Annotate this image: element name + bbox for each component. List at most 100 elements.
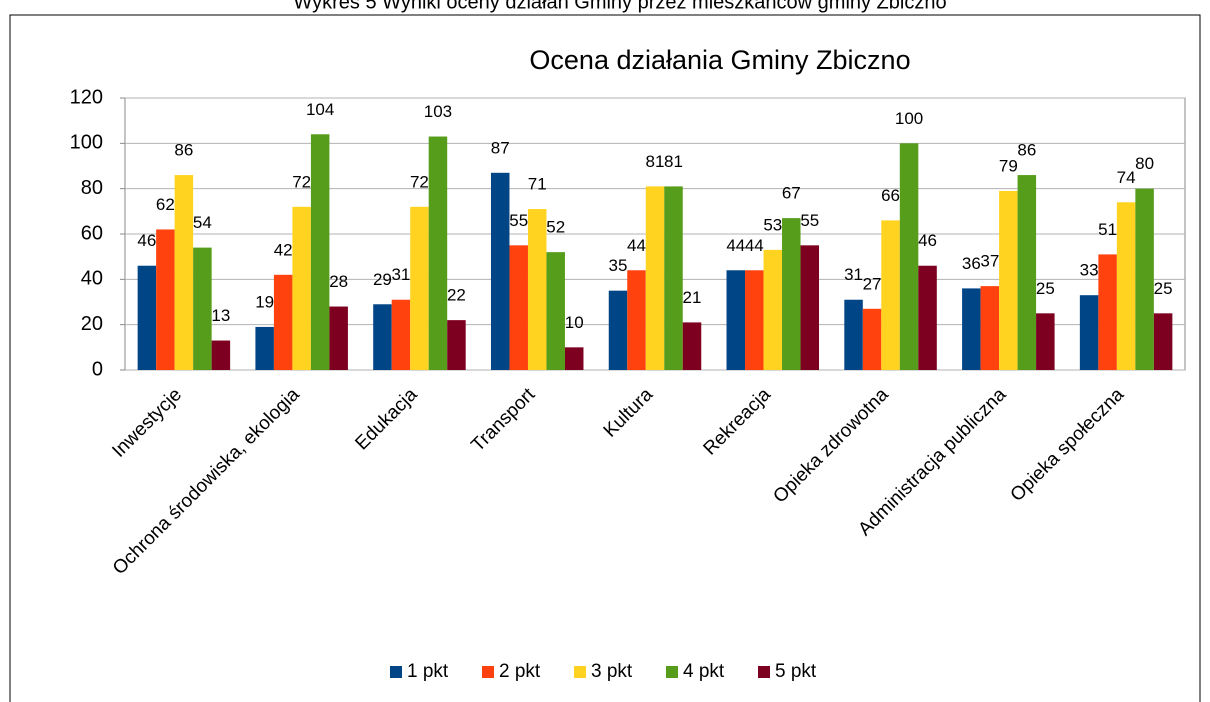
- bar: [447, 320, 466, 370]
- bar: [726, 270, 746, 370]
- data-label: 103: [424, 102, 452, 121]
- data-label: 67: [782, 184, 801, 203]
- bar: [800, 245, 820, 370]
- bar: [391, 299, 411, 370]
- bar: [137, 265, 157, 370]
- bar: [664, 186, 683, 370]
- y-tick-label: 0: [92, 358, 103, 380]
- data-label: 21: [683, 288, 702, 307]
- bar: [881, 220, 900, 370]
- bar: [682, 322, 702, 370]
- data-label: 54: [193, 213, 212, 232]
- data-label: 28: [329, 272, 348, 291]
- bar: [373, 304, 392, 370]
- data-label: 36: [962, 254, 981, 273]
- bar: [918, 265, 937, 370]
- data-label: 31: [391, 265, 410, 284]
- data-label: 27: [863, 274, 882, 293]
- data-label: 53: [763, 215, 782, 234]
- bar: [193, 247, 212, 370]
- data-label: 66: [881, 186, 900, 205]
- data-label: 72: [410, 172, 429, 191]
- bar: [273, 274, 293, 370]
- bar: [546, 252, 565, 370]
- legend-label: 5 pkt: [775, 661, 817, 682]
- legend-label: 3 pkt: [591, 661, 633, 682]
- y-tick-label: 120: [70, 86, 103, 108]
- legend-swatch: [666, 666, 678, 678]
- bar: [564, 347, 584, 370]
- y-tick-label: 100: [70, 132, 103, 154]
- data-label: 46: [918, 231, 937, 250]
- bar: [410, 206, 429, 370]
- bar: [782, 218, 801, 370]
- chart-title: Ocena działania Gminy Zbiczno: [529, 45, 910, 75]
- bar: [763, 249, 783, 370]
- bar: [509, 245, 528, 370]
- data-label: 44: [726, 236, 745, 255]
- data-label: 25: [1154, 279, 1173, 298]
- data-label: 86: [174, 141, 193, 160]
- bar: [608, 290, 628, 370]
- data-label: 37: [980, 252, 999, 271]
- bar: [999, 190, 1018, 370]
- data-label: 80: [1135, 154, 1154, 173]
- data-label: 29: [373, 270, 392, 289]
- bar: [862, 308, 882, 370]
- data-label: 44: [745, 236, 764, 255]
- legend-swatch: [390, 666, 402, 678]
- data-label: 104: [306, 100, 334, 119]
- y-tick-label: 40: [81, 268, 103, 290]
- bar: [1017, 175, 1037, 370]
- bar: [1135, 188, 1154, 370]
- legend-swatch: [574, 666, 586, 678]
- data-label: 55: [509, 211, 528, 230]
- bar: [255, 326, 274, 370]
- bar: [428, 136, 448, 370]
- data-label: 81: [664, 152, 683, 171]
- legend-label: 1 pkt: [407, 661, 449, 682]
- caption: Wykres 5 Wyniki oceny działań Gminy prze…: [293, 0, 946, 13]
- data-label: 44: [627, 236, 646, 255]
- y-tick-label: 20: [81, 313, 103, 335]
- bar: [1116, 202, 1136, 370]
- legend-swatch: [482, 666, 494, 678]
- data-label: 33: [1080, 261, 1099, 280]
- legend-label: 4 pkt: [683, 661, 725, 682]
- data-label: 19: [255, 292, 274, 311]
- bar: [174, 175, 194, 370]
- bar: [1079, 295, 1099, 370]
- data-label: 42: [274, 240, 293, 259]
- bar: [156, 229, 175, 370]
- bar: [292, 206, 311, 370]
- bar: [745, 270, 764, 370]
- y-tick-label: 80: [81, 177, 103, 199]
- data-label: 31: [844, 265, 863, 284]
- data-label: 74: [1117, 168, 1136, 187]
- data-label: 51: [1098, 220, 1117, 239]
- y-tick-label: 60: [81, 222, 103, 244]
- data-label: 25: [1036, 279, 1055, 298]
- bar: [310, 134, 330, 370]
- bar: [329, 306, 348, 370]
- bar: [1153, 313, 1173, 370]
- bar: [899, 143, 919, 370]
- data-label: 55: [800, 211, 819, 230]
- legend-swatch: [758, 666, 770, 678]
- bar: [962, 288, 981, 370]
- bar: [844, 299, 863, 370]
- data-label: 13: [211, 306, 230, 325]
- data-label: 87: [491, 138, 510, 157]
- bar: [980, 286, 1000, 370]
- bar: [645, 186, 665, 370]
- data-label: 81: [646, 152, 665, 171]
- data-label: 100: [895, 109, 923, 128]
- data-label: 79: [999, 156, 1018, 175]
- bar: [211, 340, 231, 370]
- bar: [490, 172, 510, 370]
- data-label: 10: [565, 313, 584, 332]
- data-label: 62: [156, 195, 175, 214]
- bar: [1098, 254, 1117, 370]
- data-label: 52: [546, 218, 565, 237]
